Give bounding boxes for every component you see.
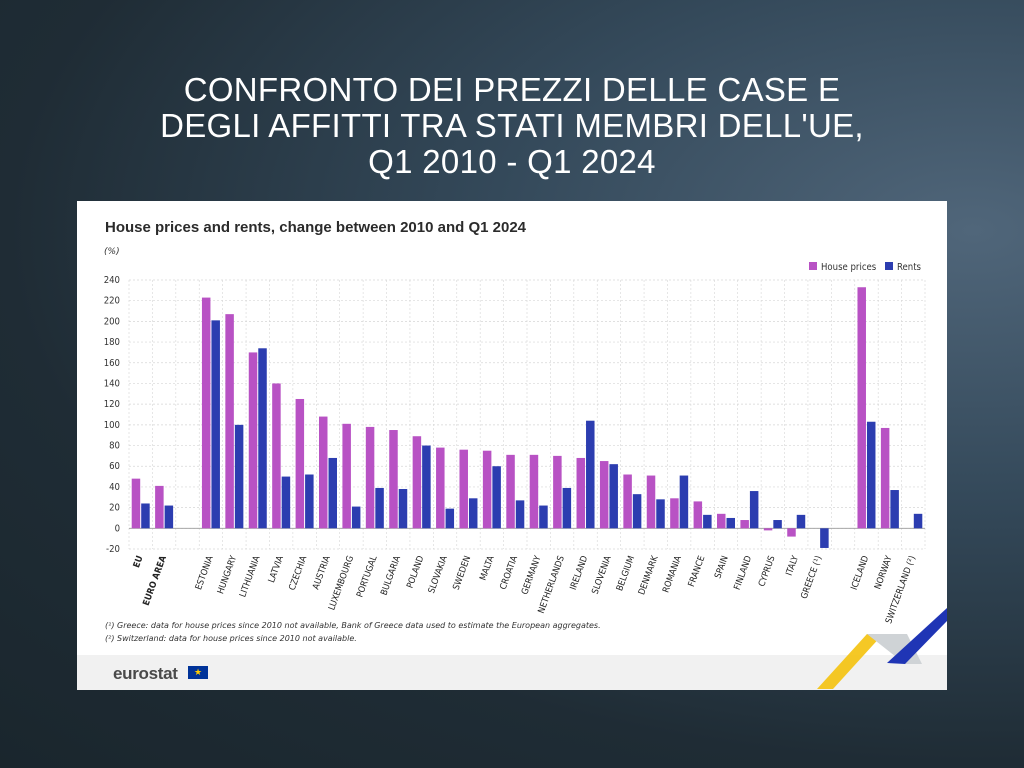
rent-bar-croatia — [515, 500, 525, 529]
house-price-bar-malta — [482, 450, 492, 529]
house-price-bar-austria — [319, 416, 328, 529]
y-tick-label: 220 — [104, 296, 120, 307]
y-tick-label: 240 — [104, 275, 120, 286]
rent-bar-netherlands — [562, 487, 572, 529]
house-price-bar-hungary — [225, 314, 234, 529]
house-price-bar-poland — [412, 436, 422, 529]
house-price-bar-latvia — [272, 383, 281, 529]
rent-bar-italy — [796, 514, 806, 529]
y-tick-label: 180 — [104, 337, 120, 348]
rent-bar-estonia — [211, 320, 220, 529]
rent-bar-latvia — [281, 476, 291, 529]
house-price-bar-iceland — [857, 287, 866, 529]
rent-bar-belgium — [632, 494, 642, 529]
y-tick-label: 200 — [104, 316, 120, 327]
y-tick-label: 40 — [109, 482, 120, 493]
rent-bar-eu — [141, 503, 150, 529]
house-price-bar-portugal — [365, 426, 375, 529]
rent-bar-finland — [749, 491, 759, 529]
house-price-bar-denmark — [646, 475, 656, 529]
house-price-bar-italy — [787, 528, 796, 537]
footer-band — [77, 655, 947, 690]
rent-bar-denmark — [656, 499, 665, 529]
rent-bar-czechia — [305, 474, 314, 529]
rent-bar-lithuania — [258, 348, 267, 529]
house-price-bar-czechia — [295, 398, 305, 529]
house-price-bar-germany — [529, 454, 539, 529]
rent-bar-switzerland — [913, 513, 923, 529]
house-price-bar-ireland — [576, 457, 586, 529]
rent-bar-france — [703, 514, 712, 529]
y-tick-label: 20 — [109, 503, 120, 514]
house-price-bar-sweden — [459, 449, 468, 529]
y-tick-label: 120 — [104, 399, 120, 410]
house-price-bar-luxembourg — [342, 423, 351, 529]
slide-title-line-3: Q1 2010 - Q1 2024 — [368, 143, 656, 180]
y-tick-label: 0 — [115, 523, 120, 534]
house-price-bar-lithuania — [248, 352, 258, 529]
rent-bar-iceland — [866, 421, 876, 529]
rent-bar-portugal — [375, 487, 384, 529]
house-price-bar-romania — [670, 498, 679, 529]
rent-bar-spain — [726, 517, 735, 529]
house-price-bar-france — [693, 501, 703, 529]
bar-chart: House prices and rents, change between 2… — [104, 219, 926, 625]
footnote-switzerland: (²) Switzerland: data for house prices s… — [105, 634, 357, 643]
house-price-bar-cyprus — [763, 528, 773, 531]
slide-title-line-2: DEGLI AFFITTI TRA STATI MEMBRI DELL'UE, — [160, 107, 864, 144]
y-tick-label: 60 — [109, 461, 120, 472]
rent-bar-euro-area — [164, 505, 174, 529]
slide-title: CONFRONTO DEI PREZZI DELLE CASE E DEGLI … — [60, 72, 964, 180]
eu-flag-star: ★ — [193, 667, 203, 677]
rent-bar-cyprus — [773, 520, 782, 529]
y-tick-label: 80 — [109, 441, 120, 452]
chart-title: House prices and rents, change between 2… — [105, 219, 527, 236]
rent-bar-sweden — [468, 498, 478, 529]
rent-bar-slovakia — [445, 508, 455, 529]
rent-bar-luxembourg — [351, 506, 361, 529]
footnote-greece: (¹) Greece: data for house prices since … — [105, 621, 601, 630]
rent-bar-austria — [328, 457, 337, 529]
house-price-bar-croatia — [506, 454, 515, 529]
y-unit-label: (%) — [104, 247, 120, 257]
house-price-bar-estonia — [201, 297, 211, 529]
legend-label: Rents — [897, 262, 922, 273]
slide-title-line-1: CONFRONTO DEI PREZZI DELLE CASE E — [183, 71, 841, 108]
rent-bar-bulgaria — [398, 488, 408, 529]
eu-flag-icon: ★ — [188, 666, 208, 679]
rent-bar-germany — [539, 505, 548, 529]
house-price-bar-bulgaria — [389, 430, 398, 529]
rent-bar-poland — [422, 445, 431, 529]
house-price-bar-euro-area — [155, 485, 164, 529]
house-price-bar-norway — [880, 427, 890, 529]
eurostat-swoosh-icon — [817, 608, 947, 689]
chart-card: House prices and rents, change between 2… — [77, 201, 947, 690]
eurostat-logo: eurostat — [113, 664, 178, 683]
house-price-bar-slovenia — [599, 461, 609, 529]
rent-bar-hungary — [234, 424, 244, 529]
y-tick-label: 140 — [104, 378, 120, 389]
house-price-bar-finland — [740, 520, 749, 529]
legend-label: House prices — [821, 262, 877, 273]
y-tick-label: 160 — [104, 358, 120, 369]
house-price-bar-spain — [717, 513, 726, 529]
legend-swatch — [885, 262, 893, 270]
y-tick-label: 100 — [104, 420, 120, 431]
legend-swatch — [809, 262, 817, 270]
rent-bar-greece — [820, 528, 829, 548]
rent-bar-norway — [890, 490, 899, 529]
x-tick-label: EU — [132, 555, 146, 570]
house-price-bar-belgium — [623, 474, 632, 529]
rent-bar-romania — [679, 475, 689, 529]
y-tick-label: -20 — [106, 544, 120, 555]
rent-bar-malta — [492, 466, 501, 529]
rent-bar-ireland — [586, 420, 595, 529]
house-price-bar-netherlands — [553, 455, 562, 529]
house-price-bar-eu — [131, 478, 141, 529]
rent-bar-slovenia — [609, 464, 618, 529]
house-price-bar-slovakia — [436, 447, 445, 529]
